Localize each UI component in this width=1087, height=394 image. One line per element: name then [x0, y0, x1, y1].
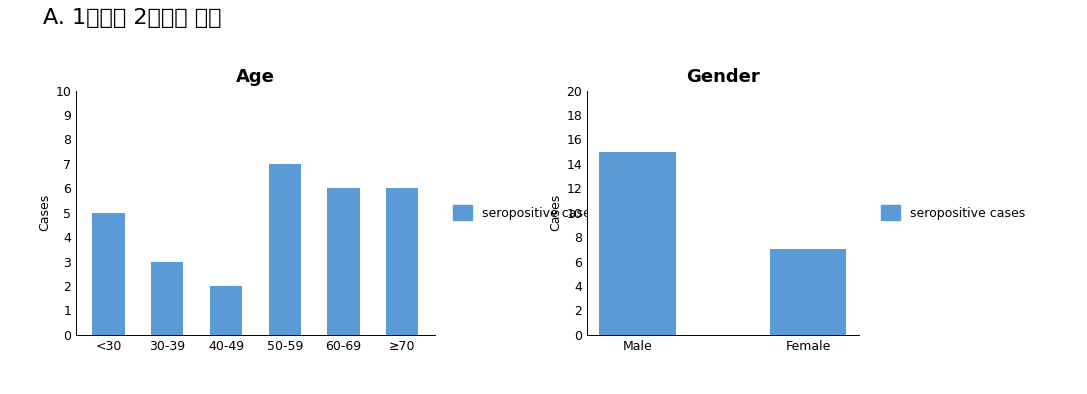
Title: Gender: Gender [686, 68, 760, 86]
Legend: seropositive cases: seropositive cases [876, 200, 1029, 225]
Bar [599, 152, 676, 335]
Y-axis label: Cases: Cases [549, 194, 562, 231]
Bar [210, 286, 242, 335]
Bar [327, 188, 360, 335]
Title: Age: Age [236, 68, 275, 86]
Bar [770, 249, 847, 335]
Legend: seropositive cases: seropositive cases [448, 200, 602, 225]
Bar [268, 164, 301, 335]
Bar [386, 188, 418, 335]
Bar [92, 213, 125, 335]
Bar [151, 262, 184, 335]
Y-axis label: Cases: Cases [38, 194, 51, 231]
Text: A. 1차년도 2차년도 통합: A. 1차년도 2차년도 통합 [43, 8, 222, 28]
